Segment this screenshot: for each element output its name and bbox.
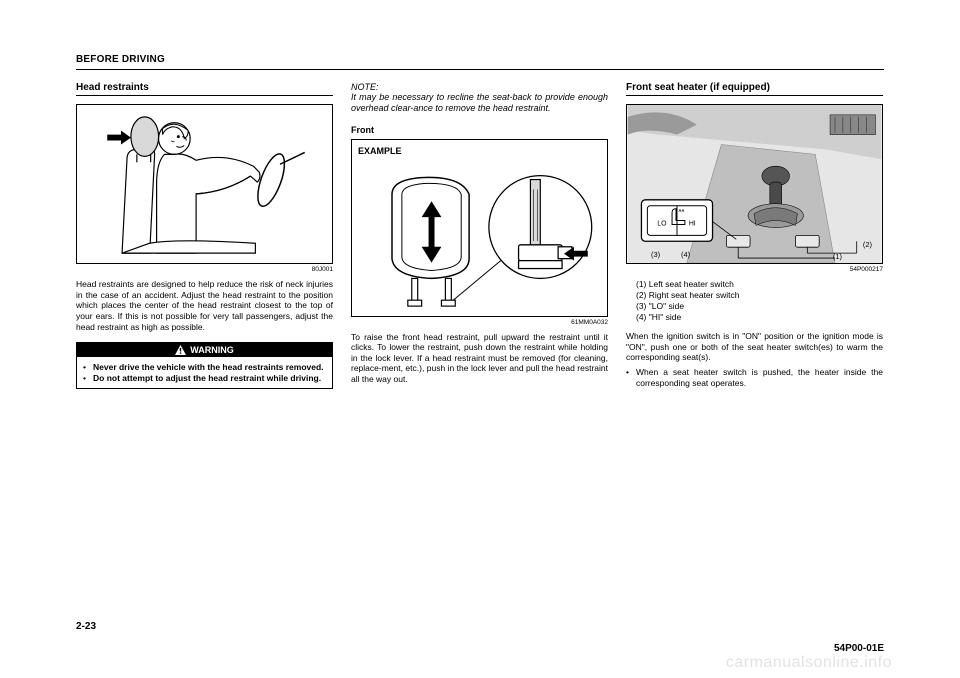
col3-subhead: Front seat heater (if equipped) <box>626 82 883 96</box>
col1-figure <box>76 104 333 264</box>
legend-2: (2) Right seat heater switch <box>636 290 883 301</box>
callout-4: (4) <box>681 250 690 259</box>
warning-title-bar: WARNING <box>77 343 332 357</box>
warning-box: WARNING •Never drive the vehicle with th… <box>76 342 333 389</box>
col2-body: To raise the front head restraint, pull … <box>351 332 608 385</box>
col2-fig-id: 61MM0A032 <box>351 319 608 326</box>
warning-title-text: WARNING <box>190 345 234 355</box>
columns: Head restraints <box>76 82 884 389</box>
col3-fig-id: 54P000217 <box>626 266 883 273</box>
headrest-adjust-illustration <box>352 140 607 316</box>
callout-3: (3) <box>651 250 660 259</box>
legend-4: (4) "HI" side <box>636 312 883 323</box>
col3-figure: LO HI (1) (2) (3) (4) <box>626 104 883 264</box>
seat-heater-illustration: LO HI <box>627 105 882 263</box>
callout-2: (2) <box>863 240 872 249</box>
col2-figure: EXAMPLE <box>351 139 608 317</box>
col3-body: When the ignition switch is in "ON" posi… <box>626 331 883 363</box>
column-2: NOTE: It may be necessary to recline the… <box>351 82 608 389</box>
warning-body: •Never drive the vehicle with the head r… <box>77 357 332 388</box>
example-label: EXAMPLE <box>358 146 402 156</box>
col1-body: Head restraints are designed to help red… <box>76 279 333 332</box>
doc-code: 54P00-01E <box>834 643 884 654</box>
note-label: NOTE: <box>351 82 608 92</box>
page-content: BEFORE DRIVING Head restraints <box>76 54 884 614</box>
note-body: It may be necessary to recline the seat-… <box>351 92 608 115</box>
col1-subhead: Head restraints <box>76 82 333 96</box>
col3-bullet-1: When a seat heater switch is pushed, the… <box>636 367 883 388</box>
warning-triangle-icon <box>175 345 186 355</box>
legend-1: (1) Left seat heater switch <box>636 279 883 290</box>
col3-bullet-list: • When a seat heater switch is pushed, t… <box>626 367 883 388</box>
legend-3: (3) "LO" side <box>636 301 883 312</box>
column-3: Front seat heater (if equipped) <box>626 82 883 389</box>
warning-item-2: Do not attempt to adjust the head restra… <box>93 373 326 384</box>
page-number: 2-23 <box>76 621 96 632</box>
warning-item-1: Never drive the vehicle with the head re… <box>93 362 326 373</box>
switch-lo-text: LO <box>657 220 667 227</box>
col1-fig-id: 80J001 <box>76 266 333 273</box>
header-rule <box>76 69 884 70</box>
legend: (1) Left seat heater switch (2) Right se… <box>636 279 883 323</box>
front-label: Front <box>351 125 608 135</box>
callout-1: (1) <box>833 252 842 261</box>
switch-hi-text: HI <box>689 220 696 227</box>
section-header: BEFORE DRIVING <box>76 54 884 65</box>
column-1: Head restraints <box>76 82 333 389</box>
headrest-person-illustration <box>77 105 332 263</box>
watermark: carmanualsonline.info <box>726 654 892 672</box>
